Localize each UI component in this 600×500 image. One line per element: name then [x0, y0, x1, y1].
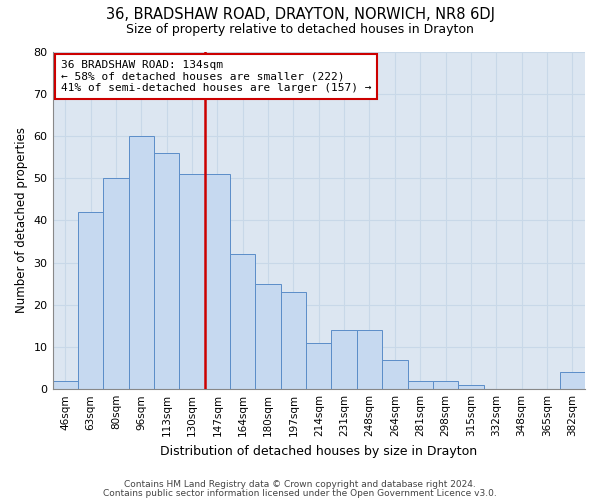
Bar: [382, 360, 407, 389]
Text: 36 BRADSHAW ROAD: 134sqm
← 58% of detached houses are smaller (222)
41% of semi-: 36 BRADSHAW ROAD: 134sqm ← 58% of detach…: [61, 60, 371, 93]
Bar: [357, 330, 382, 389]
Bar: [78, 212, 103, 389]
Bar: [230, 254, 256, 389]
Text: Contains public sector information licensed under the Open Government Licence v3: Contains public sector information licen…: [103, 490, 497, 498]
Bar: [331, 330, 357, 389]
Text: Contains HM Land Registry data © Crown copyright and database right 2024.: Contains HM Land Registry data © Crown c…: [124, 480, 476, 489]
Bar: [281, 292, 306, 389]
Bar: [53, 380, 78, 389]
Bar: [433, 380, 458, 389]
Bar: [128, 136, 154, 389]
Bar: [103, 178, 128, 389]
Text: Size of property relative to detached houses in Drayton: Size of property relative to detached ho…: [126, 22, 474, 36]
Bar: [205, 174, 230, 389]
Bar: [154, 153, 179, 389]
Bar: [407, 380, 433, 389]
Bar: [458, 385, 484, 389]
X-axis label: Distribution of detached houses by size in Drayton: Distribution of detached houses by size …: [160, 444, 478, 458]
Bar: [306, 342, 331, 389]
Bar: [560, 372, 585, 389]
Bar: [256, 284, 281, 389]
Bar: [179, 174, 205, 389]
Text: 36, BRADSHAW ROAD, DRAYTON, NORWICH, NR8 6DJ: 36, BRADSHAW ROAD, DRAYTON, NORWICH, NR8…: [106, 8, 494, 22]
Y-axis label: Number of detached properties: Number of detached properties: [15, 128, 28, 314]
